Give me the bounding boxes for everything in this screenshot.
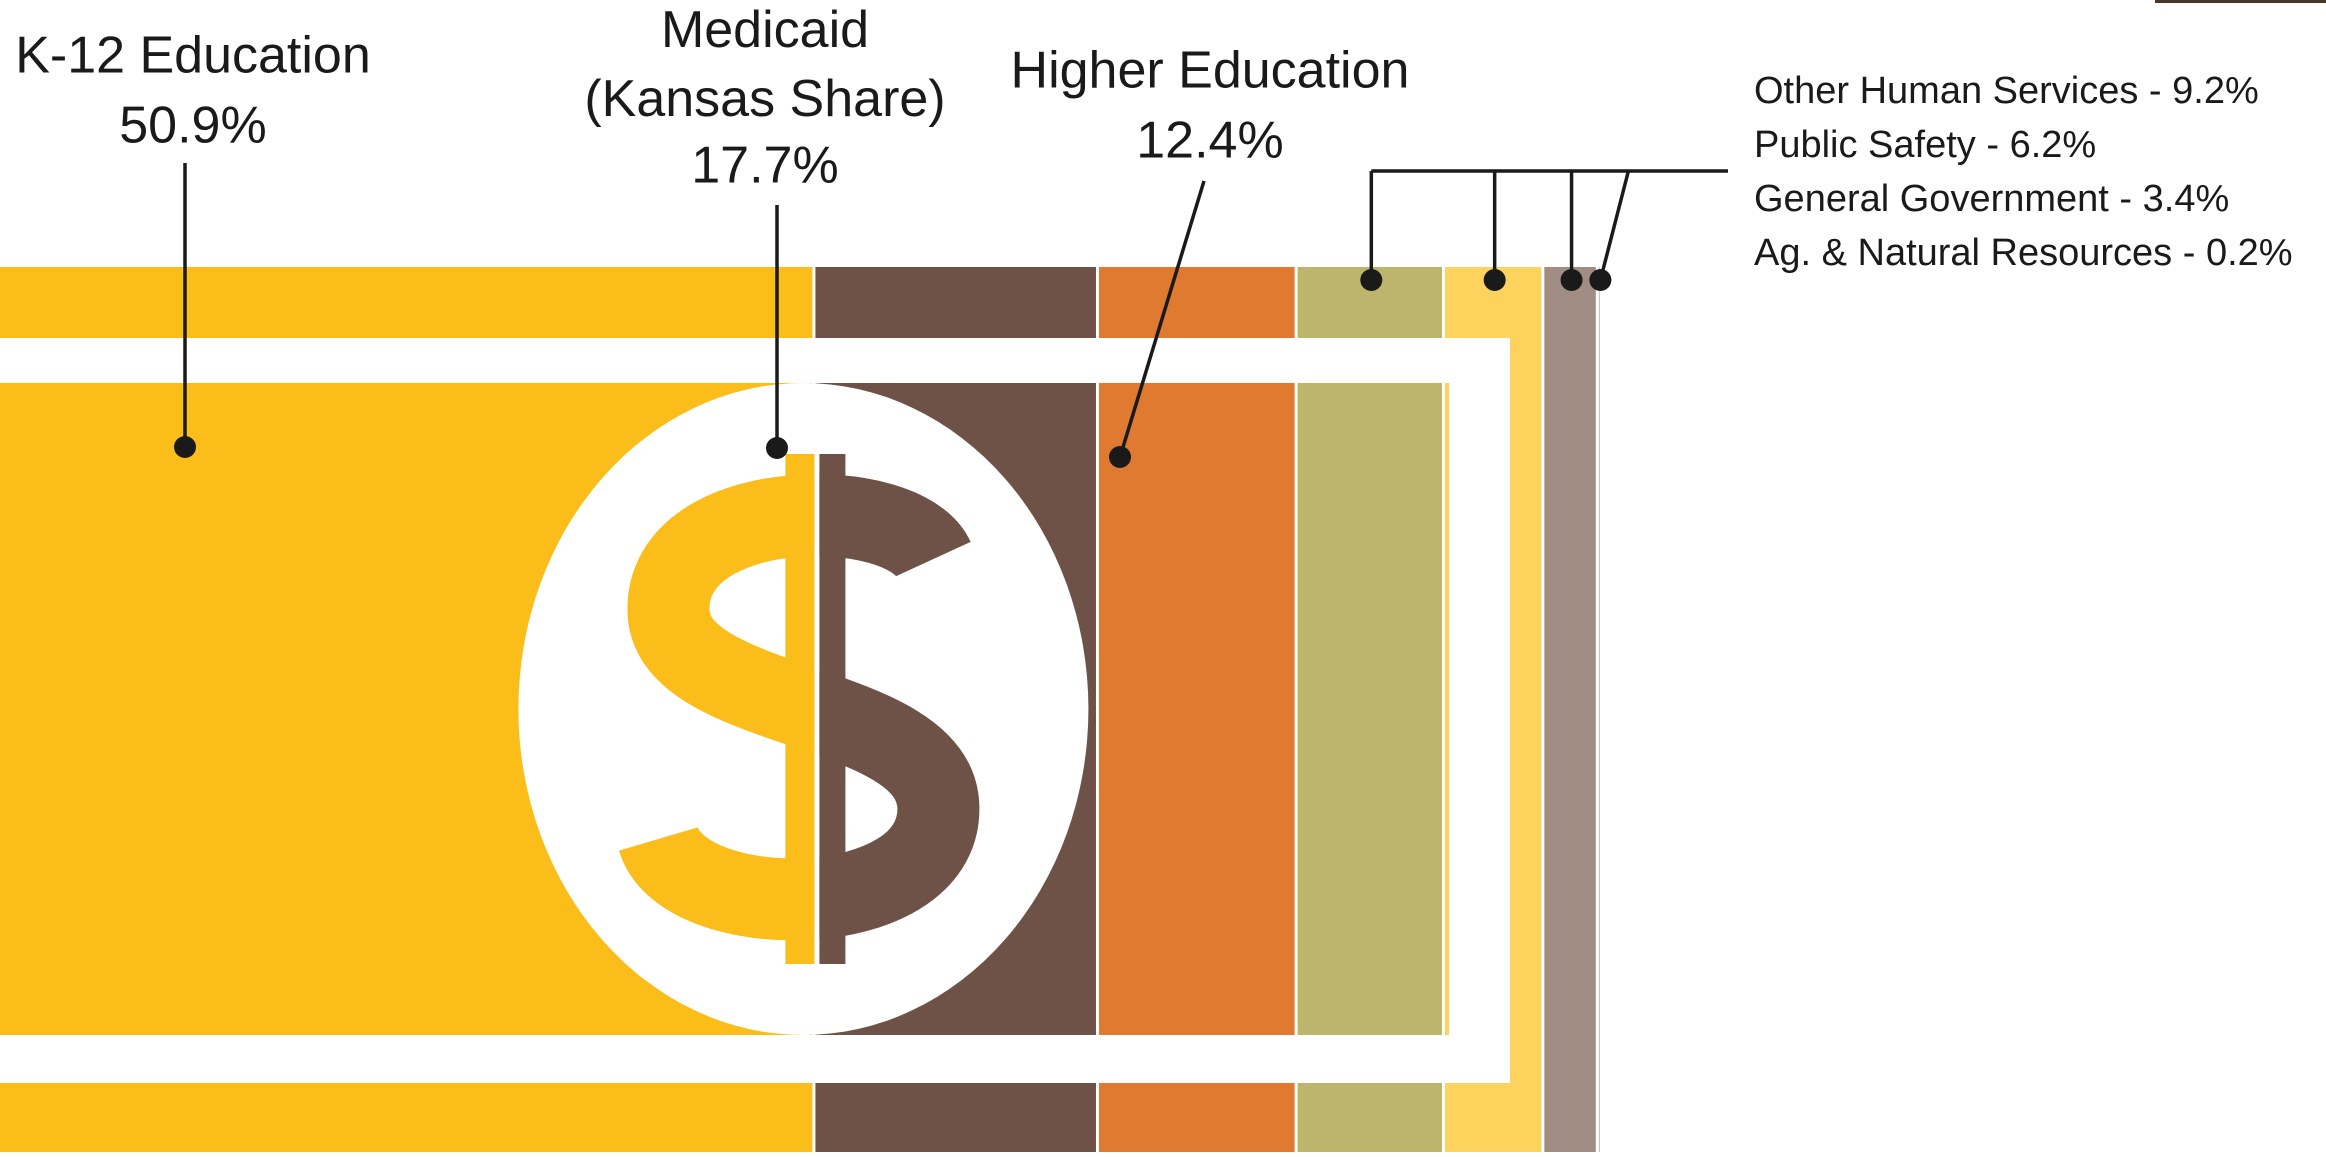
leader-dot [1360,269,1383,291]
leader-dot [1560,269,1583,291]
legend-value: 6.2% [2010,124,2097,166]
value-label: 12.4% [1136,112,1283,170]
bill-frame [0,338,1510,1083]
bar-segment [1098,267,1295,1152]
legend-value: 9.2% [2172,70,2259,112]
value-label: 17.7% [691,137,838,195]
corner-rule [2155,0,2326,3]
leader-dot [1109,446,1131,468]
legend-name: Ag. & Natural Resources [1754,232,2172,274]
frame-bottom [0,1035,1510,1083]
legend-separator: - [2172,232,2206,274]
legend-separator: - [2109,178,2143,220]
leader-dot [1589,269,1612,291]
legend-separator: - [1976,124,2010,166]
leader-dot [1483,269,1506,291]
dollar-half [619,454,815,964]
legend-name: General Government [1754,178,2109,220]
legend-separator: - [2138,70,2172,112]
bar-segment [1598,267,1600,1152]
bar-segment [1544,267,1596,1152]
legend-entry: Other Human Services - 9.2% [1754,70,2259,112]
legend-entry: Ag. & Natural Resources - 0.2% [1754,232,2293,274]
legend-value: 3.4% [2143,178,2230,220]
labels: K-12 Education 50.9% Medicaid (Kansas Share… [15,1,2293,468]
leader-dot [174,436,196,458]
legend-name: Public Safety [1754,124,1976,166]
leader-line [1118,180,1206,458]
legend-name: Other Human Services [1754,70,2138,112]
dollar-bar [785,454,815,964]
category-label: Medicaid (Kansas Share) [584,1,945,128]
dollar-bar [819,454,846,964]
legend-entry: General Government - 3.4% [1754,178,2229,220]
bar-segment [1297,267,1443,1152]
frame-top [0,338,1510,383]
dollar-emblem [518,383,1089,1035]
legend-value: 0.2% [2206,232,2293,274]
category-label: K-12 Education [15,27,371,85]
value-label: 50.9% [119,97,266,155]
frame-right [1449,338,1510,1083]
dollar-half [819,454,980,964]
legend-entry: Public Safety - 6.2% [1754,124,2096,166]
category-label: Higher Education [1011,42,1410,100]
leader-dot [766,437,788,459]
leader-line [1598,170,1631,281]
